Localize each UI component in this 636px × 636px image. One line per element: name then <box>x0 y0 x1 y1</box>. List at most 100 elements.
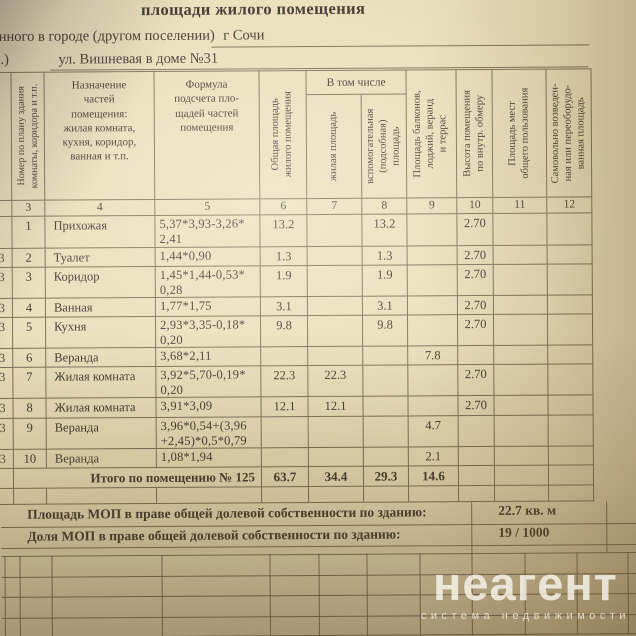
totals-living-area: 34.4 <box>308 466 365 488</box>
height-cell: 2.70 <box>457 213 494 247</box>
grid-line-v <box>606 501 608 553</box>
living-area-cell: 12.1 <box>308 396 364 418</box>
common-area-cell <box>493 264 548 296</box>
cut-column-cell: 3 <box>0 398 14 420</box>
room-name-cell: Коридор <box>45 266 156 299</box>
formula-cell: 1,08*1,94 <box>156 448 262 468</box>
row-number-cell: 1 <box>12 216 46 249</box>
unauthorized-area-cell <box>548 415 594 447</box>
total-area-cell <box>261 448 309 468</box>
cut-column-cell: 3 <box>0 449 14 470</box>
common-area-cell <box>494 364 549 396</box>
totals-aux-area: 29.3 <box>363 466 410 487</box>
height-cell: 2.70 <box>458 364 495 397</box>
living-area-cell <box>307 315 364 348</box>
total-area-cell: 22.3 <box>261 366 309 398</box>
living-area-cell <box>307 265 363 298</box>
formula-cell: 3,91*3,09 <box>156 397 262 418</box>
formula-cell: 2,93*3,35-0,18* 0,20 <box>155 316 262 348</box>
cut-column-cell: 3 <box>0 348 14 369</box>
totals-common-cell <box>494 465 550 486</box>
column-number: 7 <box>307 198 363 216</box>
column-number: 10 <box>457 197 494 215</box>
city-value: г Сочи <box>223 27 265 44</box>
row-number-cell: 2 <box>12 248 46 268</box>
balcony-area-cell <box>407 265 458 297</box>
grid-line-h <box>1 544 636 549</box>
common-area-cell <box>494 415 549 447</box>
living-area-cell <box>307 214 363 248</box>
common-area-cell <box>493 295 548 315</box>
formula-cell: 1,45*1,44-0,53* 0,28 <box>155 266 261 298</box>
total-area-cell <box>261 417 309 449</box>
cut-column-cell: 3 <box>0 367 14 400</box>
empty-cell <box>47 487 158 505</box>
aux-area-cell: 9.8 <box>362 315 409 347</box>
row-number-cell: 8 <box>13 398 47 419</box>
living-area-cell <box>308 416 364 449</box>
empty-cell <box>0 488 15 506</box>
total-area-cell: 1.9 <box>260 266 308 298</box>
living-area-cell <box>307 246 363 267</box>
cut-column-cell: 3 <box>0 418 14 451</box>
totals-unauth-cell <box>548 465 595 486</box>
empty-cell <box>459 485 496 503</box>
cut-column-cell: 3 <box>0 298 13 319</box>
row-number-cell: 4 <box>12 298 46 318</box>
empty-cell <box>14 488 48 505</box>
cut-column-header-cell <box>0 72 13 202</box>
room-name-cell: Кухня <box>45 316 157 349</box>
common-area-cell <box>493 213 548 246</box>
common-area-cell <box>494 395 549 416</box>
room-name-cell: Веранда <box>46 347 157 368</box>
balcony-area-cell <box>408 396 459 417</box>
row-number-cell: 10 <box>13 449 47 469</box>
empty-cell <box>309 486 365 504</box>
formula-cell: 1,77*1,75 <box>155 297 261 317</box>
column-number: 9 <box>407 198 458 215</box>
header-room-purpose: Назначение частей помещения: жилая комна… <box>44 71 156 201</box>
empty-cell <box>262 487 310 504</box>
balcony-area-cell <box>408 365 459 397</box>
room-name-cell: Жилая комната <box>46 366 157 399</box>
header-including-group: В том числе <box>306 70 407 96</box>
header-common-area: Площадь мест общего пользования <box>492 69 548 198</box>
living-area-cell <box>308 346 364 367</box>
column-number: 5 <box>155 199 261 216</box>
height-cell: 2.70 <box>457 245 494 266</box>
row-number-cell: 9 <box>13 418 47 450</box>
height-cell: 2.70 <box>457 264 494 297</box>
header-formula: Формула подсчета пло- щадей частей помещ… <box>154 71 261 200</box>
cut-column-cell <box>0 200 13 218</box>
empty-cell <box>409 486 460 503</box>
balcony-area-cell: 4.7 <box>408 416 459 448</box>
address-value: ул. Вишневая в доме №31 <box>58 50 219 68</box>
unauthorized-area-cell <box>547 264 593 296</box>
header-balcony-area: Площадь балконов, лоджий, веранд и терра… <box>406 70 458 199</box>
living-area-cell <box>308 447 364 468</box>
height-cell <box>458 415 495 448</box>
height-cell: 2.70 <box>457 295 494 316</box>
totals-height-cell <box>458 465 496 487</box>
column-number: 4 <box>45 199 156 217</box>
cut-column-cell: 3 <box>0 248 13 269</box>
room-name-cell: Веранда <box>46 448 157 469</box>
common-area-cell <box>493 245 548 265</box>
height-cell <box>458 345 495 366</box>
total-area-cell: 12.1 <box>261 397 309 418</box>
row-number-cell: 6 <box>13 348 47 368</box>
unauthorized-area-cell <box>548 364 594 396</box>
aux-area-cell <box>363 365 409 397</box>
total-area-cell <box>261 347 309 367</box>
column-number: 6 <box>260 199 308 216</box>
height-cell: 2.70 <box>458 395 495 417</box>
column-number: 8 <box>362 198 408 215</box>
mop-share-label: Доля МОП в праве общей долевой собственн… <box>27 526 401 544</box>
common-area-cell <box>494 345 549 365</box>
cut-column-cell <box>0 468 15 490</box>
balcony-area-cell <box>407 214 458 247</box>
grid-line-v <box>471 502 473 554</box>
room-name-cell: Прихожая <box>45 215 156 249</box>
